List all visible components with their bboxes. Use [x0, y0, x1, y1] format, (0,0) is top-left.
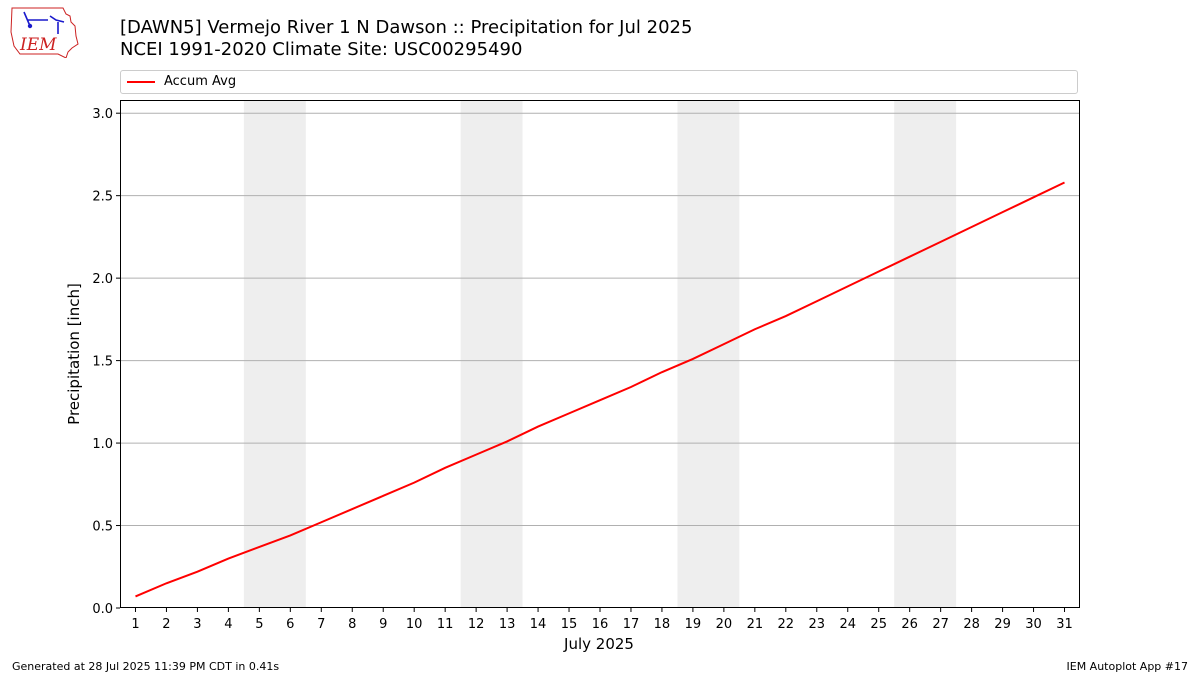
- x-tick-label: 5: [255, 617, 263, 632]
- x-tick-label: 24: [839, 617, 856, 632]
- x-tick-label: 1: [131, 617, 139, 632]
- x-tick-label: 19: [685, 617, 702, 632]
- chart-title: [DAWN5] Vermejo River 1 N Dawson :: Prec…: [120, 17, 692, 61]
- x-tick-label: 22: [778, 617, 795, 632]
- x-tick-label: 28: [963, 617, 980, 632]
- y-tick-label: 1.0: [92, 437, 113, 452]
- x-tick-label: 18: [654, 617, 671, 632]
- x-axis-label: July 2025: [563, 635, 634, 653]
- x-tick-label: 14: [530, 617, 547, 632]
- chart-legend: Accum Avg: [120, 70, 1078, 94]
- y-tick-label: 0.5: [92, 520, 113, 535]
- x-tick-label: 8: [348, 617, 356, 632]
- x-tick-label: 13: [499, 617, 516, 632]
- x-tick-label: 15: [561, 617, 578, 632]
- y-axis-ticks: 0.0 0.5 1.0 1.5 2.0 2.5 3.0: [92, 107, 120, 617]
- chart-title-line1: [DAWN5] Vermejo River 1 N Dawson :: Prec…: [120, 17, 693, 38]
- x-tick-label: 10: [406, 617, 423, 632]
- x-tick-label: 9: [379, 617, 387, 632]
- y-tick-label: 2.5: [92, 190, 113, 205]
- x-tick-label: 26: [901, 617, 918, 632]
- x-tick-label: 29: [994, 617, 1011, 632]
- x-tick-label: 2: [162, 617, 170, 632]
- x-tick-label: 7: [317, 617, 325, 632]
- series-line-accum-avg: [135, 181, 1065, 598]
- y-gridlines: [120, 112, 1080, 527]
- chart-title-line2: NCEI 1991-2020 Climate Site: USC00295490: [120, 39, 523, 60]
- legend-label-accum-avg: Accum Avg: [164, 74, 237, 89]
- app-credit: IEM Autoplot App #17: [1066, 660, 1189, 673]
- x-tick-label: 27: [932, 617, 949, 632]
- x-tick-label: 23: [809, 617, 826, 632]
- logo-text: IEM: [19, 35, 57, 55]
- x-tick-label: 25: [870, 617, 887, 632]
- weekend-band: [243, 100, 306, 608]
- x-axis-ticks: 1 2 3 4 5 6 7 8 9 10 11 12 13 14 15 16 17 18 19 20 21 22 23 24 2…: [131, 608, 1073, 632]
- weekend-bands: [243, 100, 957, 608]
- x-tick-label: 3: [193, 617, 201, 632]
- iem-logo-icon: IEM: [10, 7, 79, 58]
- y-tick-label: 3.0: [92, 107, 113, 122]
- generated-timestamp: Generated at 28 Jul 2025 11:39 PM CDT in…: [12, 660, 280, 673]
- y-tick-label: 0.0: [92, 602, 113, 617]
- x-tick-label: 31: [1056, 617, 1073, 632]
- series-lines: [135, 181, 1065, 598]
- plot-frame: [120, 100, 1080, 608]
- x-tick-label: 4: [224, 617, 232, 632]
- x-tick-label: 16: [592, 617, 609, 632]
- x-tick-label: 20: [716, 617, 733, 632]
- x-tick-label: 21: [747, 617, 764, 632]
- legend-swatch-accum-avg: [127, 81, 155, 83]
- y-axis-label: Precipitation [inch]: [65, 283, 83, 425]
- weekend-band: [894, 100, 957, 608]
- x-tick-label: 30: [1025, 617, 1042, 632]
- x-tick-label: 12: [468, 617, 485, 632]
- x-tick-label: 11: [437, 617, 454, 632]
- y-tick-label: 1.5: [92, 355, 113, 370]
- weekend-band: [677, 100, 740, 608]
- x-tick-label: 6: [286, 617, 294, 632]
- x-tick-label: 17: [623, 617, 640, 632]
- weekend-band: [460, 100, 523, 608]
- y-tick-label: 2.0: [92, 272, 113, 287]
